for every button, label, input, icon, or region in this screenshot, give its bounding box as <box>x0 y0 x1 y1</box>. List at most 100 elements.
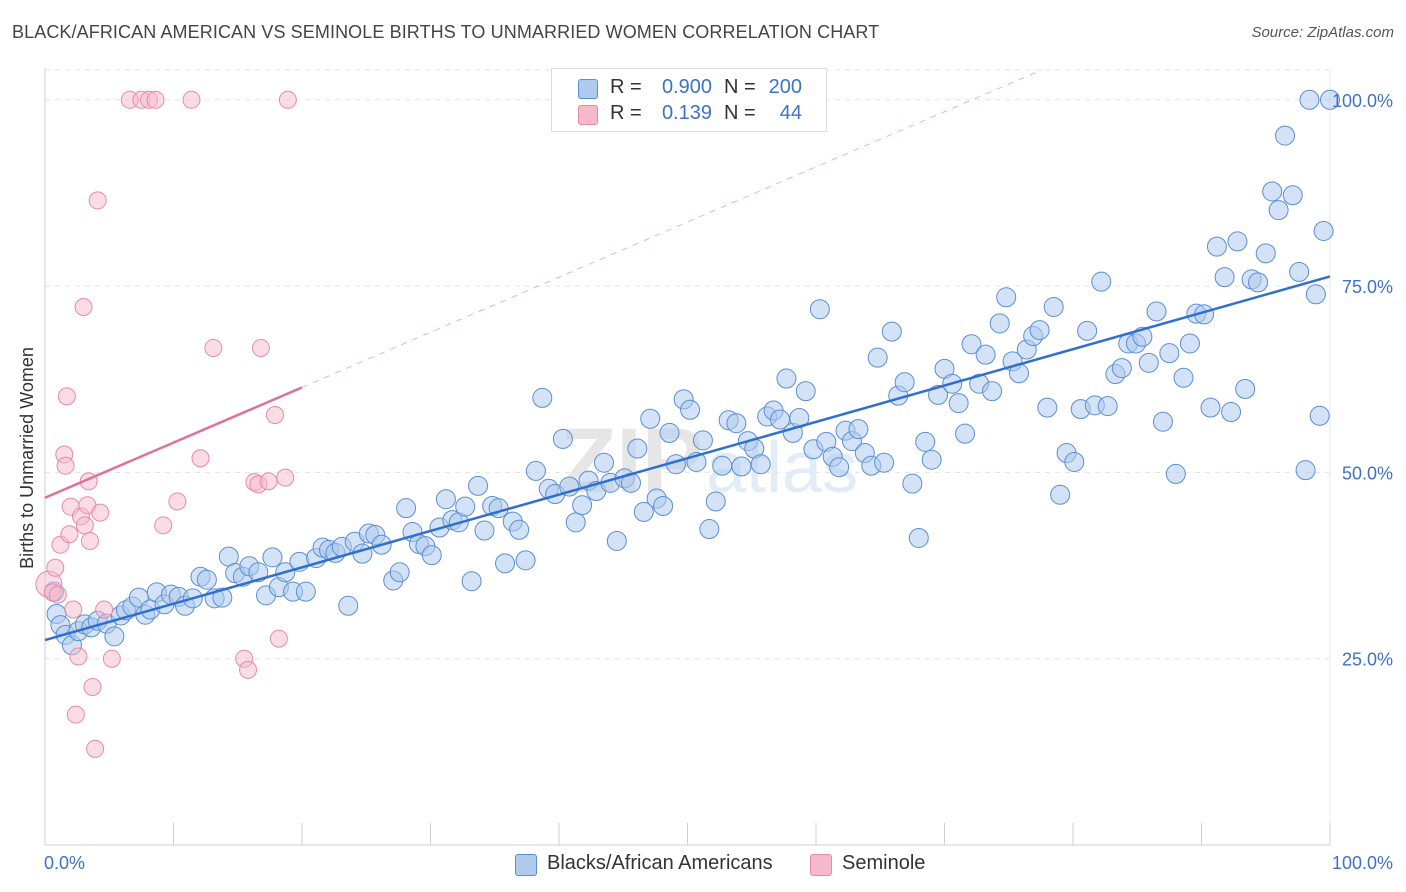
seminole-trend-extension <box>301 69 1042 388</box>
data-point-seminole <box>80 531 99 550</box>
data-point-blacks <box>104 626 125 647</box>
data-point-blacks <box>1206 236 1227 257</box>
data-point-seminole <box>74 297 93 316</box>
data-point-blacks <box>699 519 720 540</box>
blue-swatch <box>515 854 537 876</box>
data-point-blacks <box>565 512 586 533</box>
data-point-blacks <box>1214 267 1235 288</box>
data-point-blacks <box>829 457 850 478</box>
data-point-blacks <box>421 545 442 566</box>
data-point-blacks <box>1305 284 1326 305</box>
data-point-seminole <box>46 558 65 577</box>
data-point-blacks <box>848 419 869 440</box>
data-point-blacks <box>989 313 1010 334</box>
data-point-blacks <box>1221 402 1242 423</box>
y-tick-label: 50.0% <box>1342 463 1393 483</box>
data-point-seminole <box>239 660 258 679</box>
data-point-blacks <box>680 399 701 420</box>
data-point-blacks <box>874 452 895 473</box>
pink-swatch <box>810 854 832 876</box>
data-point-blacks <box>961 334 982 355</box>
data-point-seminole <box>259 472 278 491</box>
chart-title: BLACK/AFRICAN AMERICAN VS SEMINOLE BIRTH… <box>12 22 880 42</box>
data-point-blacks <box>1313 220 1334 241</box>
data-point-seminole <box>154 516 173 535</box>
correlation-legend: R = 0.900 N = 200 R = 0.139 N = 44 <box>551 68 827 132</box>
data-point-blacks <box>509 519 530 540</box>
data-point-blacks <box>295 581 316 602</box>
n-label: N = <box>724 102 756 124</box>
data-point-seminole <box>57 387 76 406</box>
blacks-trend-line <box>44 275 1331 642</box>
trend-lines <box>44 275 1331 642</box>
data-point-seminole <box>168 492 187 511</box>
y-tick-label: 100.0% <box>1332 91 1393 111</box>
data-point-blacks <box>1159 343 1180 364</box>
data-point-blacks <box>1299 89 1320 110</box>
data-point-blacks <box>996 287 1017 308</box>
data-point-blacks <box>948 393 969 414</box>
data-point-blacks <box>894 372 915 393</box>
data-point-blacks <box>633 501 654 522</box>
data-point-seminole <box>60 525 79 544</box>
seminole-trend-line <box>44 386 303 499</box>
data-point-blacks <box>867 347 888 368</box>
data-point-blacks <box>692 430 713 451</box>
series-blacks-points <box>43 89 1340 656</box>
gridlines <box>45 69 1331 845</box>
data-point-seminole <box>266 406 285 425</box>
n-value: 200 <box>768 76 802 98</box>
data-point-seminole <box>64 600 83 619</box>
data-point-blacks <box>468 475 489 496</box>
data-point-blacks <box>1029 320 1050 341</box>
data-point-blacks <box>552 428 573 449</box>
data-point-blacks <box>955 423 976 444</box>
data-point-blacks <box>1262 181 1283 202</box>
data-point-blacks <box>495 553 516 574</box>
data-point-seminole <box>95 600 114 619</box>
data-point-blacks <box>1173 367 1194 388</box>
data-point-blacks <box>1077 320 1098 341</box>
data-point-blacks <box>262 547 283 568</box>
data-point-blacks <box>921 449 942 470</box>
data-point-seminole <box>66 705 85 724</box>
data-point-blacks <box>196 569 217 590</box>
y-axis-label: Births to Unmarried Women <box>17 347 37 569</box>
x-tick-label: 0.0% <box>44 853 85 873</box>
n-value: 44 <box>779 102 802 124</box>
data-point-blacks <box>881 321 902 342</box>
data-point-blacks <box>640 408 661 429</box>
data-point-seminole <box>146 90 165 109</box>
r-label: R = <box>610 102 642 124</box>
data-point-blacks <box>606 530 627 551</box>
data-point-blacks <box>1200 397 1221 418</box>
data-point-blacks <box>928 384 949 405</box>
data-point-blacks <box>1289 261 1310 282</box>
data-point-blacks <box>1248 272 1269 293</box>
data-point-blacks <box>809 299 830 320</box>
r-label: R = <box>610 76 642 98</box>
data-point-blacks <box>1295 460 1316 481</box>
data-point-blacks <box>915 431 936 452</box>
data-point-blacks <box>712 455 733 476</box>
data-point-blacks <box>435 489 456 510</box>
data-point-blacks <box>352 543 373 564</box>
legend-label-blacks: Blacks/African Americans <box>547 852 773 874</box>
data-point-blacks <box>795 381 816 402</box>
axes <box>44 68 1331 846</box>
x-tick-label: 100.0% <box>1332 853 1393 873</box>
legend-row-seminole: R = 0.139 N = 44 <box>552 101 826 127</box>
data-point-blacks <box>1111 358 1132 379</box>
blue-swatch <box>578 79 598 99</box>
data-point-seminole <box>278 90 297 109</box>
data-point-seminole <box>269 629 288 648</box>
data-point-seminole <box>191 449 210 468</box>
legend-row-blacks: R = 0.900 N = 200 <box>552 75 826 101</box>
data-point-blacks <box>212 587 233 608</box>
data-point-blacks <box>593 452 614 473</box>
data-point-blacks <box>525 460 546 481</box>
data-point-blacks <box>776 368 797 389</box>
data-point-blacks <box>1064 451 1085 472</box>
data-point-blacks <box>1050 484 1071 505</box>
